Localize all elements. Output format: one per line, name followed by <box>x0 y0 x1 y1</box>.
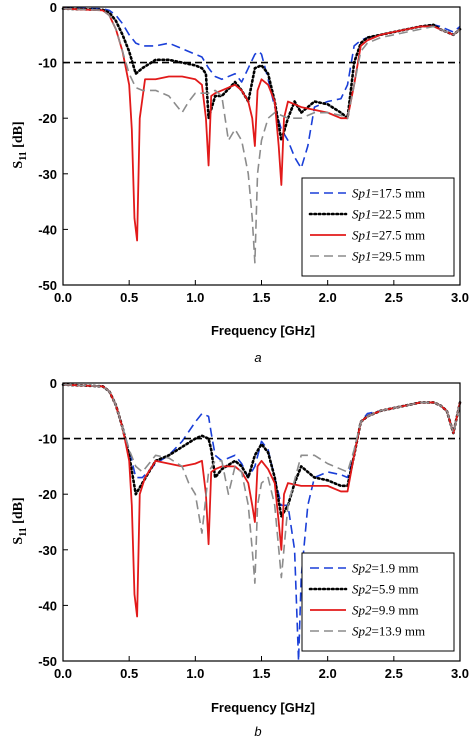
y-tick-label-a: -10 <box>38 56 57 71</box>
y-tick-label-b: -10 <box>38 432 57 447</box>
legend-a: Sp1=17.5 mm Sp1=22.5 mm Sp1=27.5 mm Sp1=29.… <box>301 177 455 277</box>
axes-a: 0.0 0.5 1.0 1.5 2.0 2.5 3.0 0 -10 -20 -30 -40 -50 <box>38 0 469 305</box>
x-axis-label-b: Frequency [GHz] <box>211 700 315 715</box>
x-tick-label-b: 3.0 <box>451 666 469 681</box>
caption-a: a <box>254 350 261 365</box>
series-layer-b <box>61 383 462 662</box>
chart-panel-b: 0.0 0.5 1.0 1.5 2.0 2.5 3.0 0 -10 -20 -30 -40 -50 Sp… <box>11 376 469 739</box>
y-tick-label-b: -20 <box>38 487 57 502</box>
legend-box-a <box>301 177 455 277</box>
legend-label-a-3: Sp1=27.5 mm <box>352 228 425 243</box>
y-axis-label-sub-b: 11 <box>18 527 29 536</box>
x-tick-label-b: 1.5 <box>252 666 270 681</box>
x-tick-label-a: 2.0 <box>319 290 337 305</box>
legend-label-b-4: Sp2=13.9 mm <box>352 624 425 639</box>
series-line-a-1 <box>62 7 461 170</box>
y-tick-label-a: -40 <box>38 222 57 237</box>
y-tick-label-a: -20 <box>38 111 57 126</box>
legend-box-b <box>301 552 455 652</box>
series-layer-a <box>61 7 462 264</box>
legend-b: Sp2=1.9 mm Sp2=5.9 mm Sp2=9.9 mm Sp2=13.9 m… <box>301 552 455 652</box>
x-tick-label-b: 2.0 <box>319 666 337 681</box>
x-tick-label-b: 0.5 <box>120 666 138 681</box>
x-tick-label-a: 3.0 <box>451 290 469 305</box>
y-axis-label-b: S11 [dB] <box>11 497 29 544</box>
y-tick-label-a: -50 <box>38 278 57 293</box>
series-line-a-4 <box>62 7 461 264</box>
axes-b: 0.0 0.5 1.0 1.5 2.0 2.5 3.0 0 -10 -20 -30 -40 -50 <box>38 376 469 681</box>
x-tick-label-b: 1.0 <box>186 666 204 681</box>
y-tick-label-a: -30 <box>38 167 57 182</box>
caption-b: b <box>254 724 261 739</box>
legend-label-a-2: Sp1=22.5 mm <box>352 207 425 222</box>
x-tick-label-a: 2.5 <box>385 290 403 305</box>
legend-label-a-1: Sp1=17.5 mm <box>352 186 425 201</box>
legend-label-b-1: Sp2=1.9 mm <box>352 561 419 576</box>
series-line-b-4 <box>62 383 461 584</box>
legend-label-b-2: Sp2=5.9 mm <box>352 582 419 597</box>
series-line-a-3 <box>62 7 461 242</box>
y-axis-label-main-a: S <box>11 161 26 169</box>
y-axis-label-a: S11 [dB] <box>11 121 29 168</box>
x-axis-label-a: Frequency [GHz] <box>211 323 315 338</box>
y-tick-label-b: -30 <box>38 543 57 558</box>
x-tick-label-b: 2.5 <box>385 666 403 681</box>
y-tick-label-a: 0 <box>50 0 57 15</box>
series-line-b-3 <box>62 383 461 618</box>
legend-label-a-4: Sp1=29.5 mm <box>352 249 425 264</box>
y-tick-label-b: 0 <box>50 376 57 391</box>
chart-panel-a: 0.0 0.5 1.0 1.5 2.0 2.5 3.0 0 -10 -20 -30 -40 -50 Sp… <box>11 0 469 365</box>
legend-label-b-3: Sp2=9.9 mm <box>352 603 419 618</box>
x-tick-label-a: 1.5 <box>252 290 270 305</box>
y-tick-label-b: -50 <box>38 654 57 669</box>
y-axis-label-sub-a: 11 <box>18 151 29 160</box>
y-tick-label-b: -40 <box>38 598 57 613</box>
x-tick-label-a: 0.5 <box>120 290 138 305</box>
y-axis-label-unit-b: [dB] <box>11 497 26 527</box>
x-tick-label-a: 0.0 <box>54 290 72 305</box>
x-tick-label-b: 0.0 <box>54 666 72 681</box>
x-tick-label-a: 1.0 <box>186 290 204 305</box>
y-axis-label-unit-a: [dB] <box>11 121 26 151</box>
y-axis-label-main-b: S <box>11 537 26 545</box>
